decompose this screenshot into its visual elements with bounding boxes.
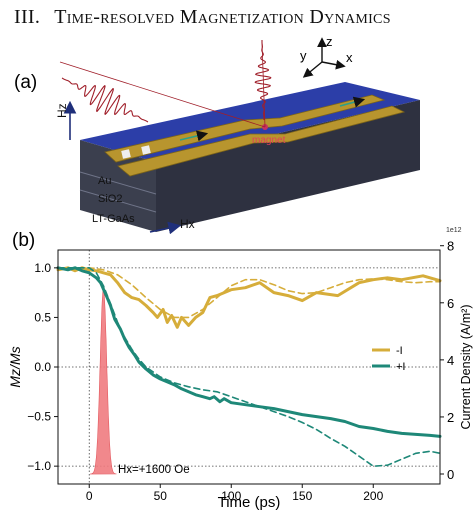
z-axis-letter: z [326, 34, 333, 49]
layer-label-sio2: SiO2 [98, 193, 122, 205]
panel-b: (b) 0 50 100 150 200 1.0 0.5 0.0 −0.5 −1.0 0 2 4 6 8… [7, 227, 473, 511]
y-tick-label: 0.0 [34, 360, 51, 374]
contact-pad [121, 149, 131, 159]
y2-tick-label: 6 [447, 296, 454, 311]
y-tick-label: −1.0 [27, 459, 51, 473]
series-i-line [56, 266, 442, 438]
y-axis-letter: y [300, 48, 307, 63]
layer-label-gaas: LT-GaAs [92, 213, 135, 225]
layer-label-au: Au [98, 175, 111, 187]
hx-label: Hx [180, 217, 195, 231]
y2-tick-label: 0 [447, 467, 454, 482]
pump-pulse-wave [61, 77, 149, 123]
y-tick-label: −0.5 [27, 410, 51, 424]
layer-divider [79, 189, 157, 213]
y2-ticks: 0 2 4 6 8 [440, 239, 454, 482]
x-ticks: 0 50 100 150 200 [86, 484, 384, 503]
magnet-label: magnet [252, 135, 286, 146]
legend-label-minus-i: -I [396, 345, 403, 357]
panel-b-label: (b) [12, 230, 35, 251]
contact-pad [141, 145, 151, 155]
x-axis-letter: x [346, 50, 353, 65]
hz-label: Hz [55, 103, 69, 118]
y2-tick-label: 8 [447, 239, 454, 254]
y-axis-arrow [302, 61, 323, 78]
panel-a-label: (a) [14, 72, 37, 93]
legend: -I +I [372, 345, 405, 373]
substrate-side [156, 100, 420, 232]
coordinate-axes: y z x [300, 34, 353, 78]
series-i-fit-line [57, 267, 441, 319]
y2-tick-label: 4 [447, 353, 454, 368]
y2-axis-label: Current Density (A/m²) [459, 304, 473, 429]
y-ticks: 1.0 0.5 0.0 −0.5 −1.0 [27, 261, 58, 473]
legend-label-plus-i: +I [396, 361, 405, 373]
section-heading: III. Time-resolved Magnetization Dynamics [14, 6, 464, 29]
layer-divider [79, 171, 157, 195]
series-lines [56, 266, 442, 467]
gold-line-lower [117, 105, 406, 177]
series-i-fit-line [57, 267, 441, 467]
offset-text: 1e12 [446, 227, 462, 234]
gold-line-upper [104, 94, 386, 163]
y-tick-label: 1.0 [34, 261, 51, 275]
plot-area: 0 50 100 150 200 1.0 0.5 0.0 −0.5 −1.0 0 2 4 6 8 [27, 239, 454, 503]
y-tick-label: 0.5 [34, 310, 51, 324]
section-number: III. [14, 6, 41, 28]
current-arrow [179, 130, 209, 142]
x-tick-label: 150 [292, 489, 312, 503]
x-axis-label: Time (ps) [218, 494, 281, 511]
reference-lines [58, 250, 440, 484]
x-tick-label: 100 [221, 489, 241, 503]
x-tick-label: 0 [86, 489, 93, 503]
x-tick-label: 200 [363, 489, 383, 503]
x-axis-arrow [321, 59, 346, 70]
x-tick-label: 50 [154, 489, 168, 503]
panel-a: (a) magnet Hz Hx Au SiO2 LT-G [14, 34, 420, 235]
y-axis-label: Mz/Ms [7, 346, 23, 387]
current-arrow [339, 96, 366, 108]
hx-arrow [149, 221, 182, 235]
field-annotation: Hx=+1600 Oe [118, 464, 190, 476]
y2-tick-label: 2 [447, 410, 454, 425]
laser-beam-in [59, 61, 266, 128]
probe-pulse-wave [254, 40, 272, 120]
section-title: Time-resolved Magnetization Dynamics [54, 6, 391, 28]
series-i-line [56, 266, 442, 329]
